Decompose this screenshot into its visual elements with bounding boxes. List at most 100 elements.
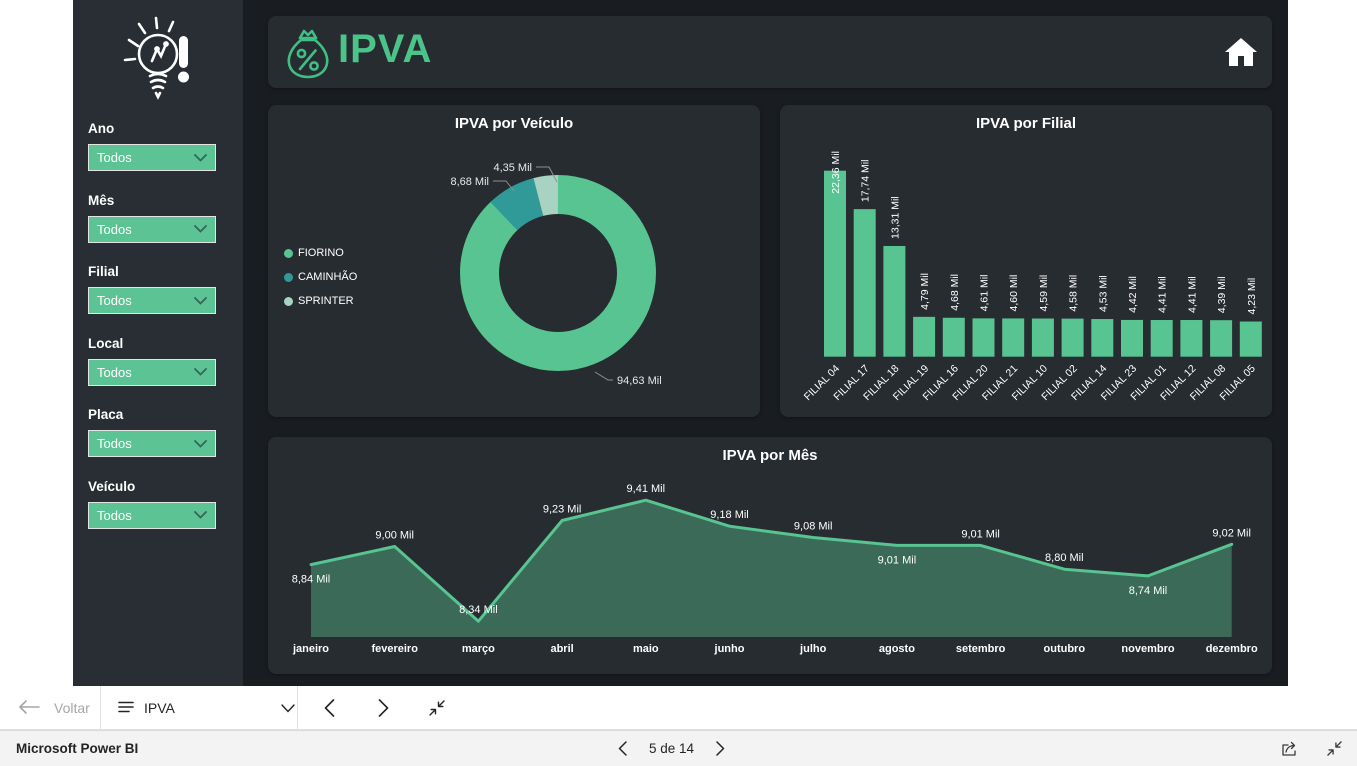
area-chart-card: IPVA por Mês 8,84 Mil janeiro 9,00 Mil feve…: [268, 437, 1272, 674]
filter-panel: Ano Todos Mês Todos Filial Todos Local Todos Pla…: [73, 0, 243, 686]
share-icon[interactable]: [1281, 740, 1300, 757]
area-value-label: 9,02 Mil: [1212, 527, 1251, 539]
idea-lightbulb-icon: [111, 8, 211, 108]
bar-filial-10[interactable]: [1031, 318, 1054, 357]
donut-chart-card: IPVA por Veículo FIORINO CAMINHÃO SPRINTER…: [268, 105, 760, 417]
fit-to-page-icon[interactable]: [424, 686, 450, 730]
legend-label: CAMINHÃO: [298, 271, 358, 283]
area-category-label: maio: [633, 643, 659, 655]
area-line[interactable]: [309, 498, 1234, 623]
menu-icon: [118, 700, 134, 716]
bar-value-label: 4,41 Mil: [1186, 276, 1198, 313]
bar-filial-01[interactable]: [1150, 320, 1173, 357]
area-chart[interactable]: 8,84 Mil janeiro 9,00 Mil fevereiro 8,34 Mil…: [268, 437, 1272, 674]
legend-dot: [284, 296, 293, 306]
back-label: Voltar: [54, 700, 90, 716]
bar-value-label: 4,68 Mil: [949, 274, 961, 311]
donut-data-label: 8,68 Mil: [450, 176, 489, 188]
area-value-label: 9,41 Mil: [627, 483, 666, 495]
donut-slice-caminhão[interactable]: [447, 162, 669, 384]
donut-chart-title: IPVA por Veículo: [454, 115, 574, 132]
bar-filial-14[interactable]: [1091, 319, 1114, 357]
filter-label: Local: [88, 335, 124, 351]
area-category-label: março: [462, 643, 495, 655]
powerbi-status-bar: Microsoft Power BI 5 de 14: [0, 730, 1357, 766]
dropdown-value: Todos: [97, 221, 132, 237]
bar-value-label: 4,53 Mil: [1097, 275, 1109, 312]
page-selector[interactable]: IPVA: [118, 686, 295, 730]
filter-dropdown-ano[interactable]: Todos: [88, 144, 216, 171]
bar-filial-19[interactable]: [913, 316, 936, 357]
report-nav-bar: Voltar IPVA: [0, 686, 1357, 730]
area-value-label: 8,84 Mil: [292, 574, 331, 586]
legend-item-sprinter[interactable]: SPRINTER: [284, 289, 357, 313]
back-button[interactable]: Voltar: [18, 686, 90, 730]
label-leader-line: [536, 166, 558, 183]
bar-filial-23[interactable]: [1121, 319, 1143, 357]
area-category-label: fevereiro: [371, 643, 418, 655]
filter-ano: Ano Todos: [88, 121, 228, 171]
bar-value-label: 4,59 Mil: [1038, 275, 1050, 312]
bar-filial-05[interactable]: [1239, 321, 1262, 357]
area-value-label: 8,80 Mil: [1045, 552, 1084, 564]
bar-value-label: 13,31 Mil: [889, 196, 901, 239]
chevron-down-icon: [194, 153, 207, 162]
area-category-label: julho: [799, 643, 827, 655]
dropdown-value: Todos: [97, 364, 132, 380]
next-page-button[interactable]: [370, 686, 396, 730]
donut-data-label: 4,35 Mil: [493, 162, 532, 174]
filter-local: Local Todos: [88, 336, 228, 386]
bar-filial-04[interactable]: [824, 170, 846, 357]
bar-filial-12[interactable]: [1180, 320, 1203, 357]
donut-chart[interactable]: 4,35 Mil 8,68 Mil 94,63 Mil: [268, 105, 760, 417]
legend-item-caminhão[interactable]: CAMINHÃO: [284, 265, 357, 289]
chevron-down-icon: [194, 225, 207, 233]
dropdown-value: Todos: [97, 436, 132, 451]
area-category-label: abril: [550, 643, 573, 655]
filter-dropdown-veículo[interactable]: Todos: [88, 501, 216, 529]
bar-filial-08[interactable]: [1210, 320, 1233, 357]
bar-filial-17[interactable]: [853, 209, 876, 357]
chevron-down-icon: [194, 511, 207, 519]
filter-dropdown-mês[interactable]: Todos: [88, 215, 216, 243]
donut-legend: FIORINO CAMINHÃO SPRINTER: [284, 241, 357, 313]
donut-slice-fiorino[interactable]: [460, 175, 656, 371]
filter-dropdown-filial[interactable]: Todos: [88, 287, 216, 314]
area-category-label: outubro: [1044, 643, 1086, 655]
filter-dropdown-placa[interactable]: Todos: [88, 430, 216, 457]
bar-filial-21[interactable]: [1002, 318, 1025, 357]
report-title-card: IPVA: [268, 16, 1272, 88]
area-category-label: dezembro: [1206, 643, 1258, 655]
bar-chart-card: IPVA por Filial 22,36 Mil FILIAL 04 17,74 …: [780, 105, 1272, 417]
filter-dropdown-local[interactable]: Todos: [88, 358, 216, 386]
area-category-label: setembro: [956, 643, 1006, 655]
chevron-down-icon: [194, 296, 207, 305]
legend-label: SPRINTER: [298, 295, 354, 307]
bar-value-label: 4,61 Mil: [979, 275, 991, 312]
left-arrow-icon: [18, 699, 40, 717]
page-title: IPVA: [338, 27, 433, 71]
bar-value-label: 4,58 Mil: [1068, 275, 1080, 312]
filter-label: Veículo: [88, 478, 136, 494]
bar-filial-18[interactable]: [883, 245, 906, 357]
chevron-down-icon: [281, 700, 295, 716]
chevron-right-icon[interactable]: [716, 741, 725, 756]
area-category-label: junho: [714, 643, 745, 655]
bar-filial-02[interactable]: [1061, 318, 1084, 357]
bar-filial-16[interactable]: [942, 317, 965, 357]
filter-mês: Mês Todos: [88, 193, 228, 243]
bar-chart-title: IPVA por Filial: [975, 115, 1076, 132]
legend-item-fiorino[interactable]: FIORINO: [284, 241, 357, 265]
area-value-label: 9,23 Mil: [543, 504, 582, 516]
area-value-label: 9,01 Mil: [878, 554, 917, 566]
previous-page-button[interactable]: [316, 686, 342, 730]
bar-filial-20[interactable]: [972, 318, 995, 357]
area-category-label: janeiro: [292, 643, 329, 655]
label-leader-line: [594, 371, 613, 381]
page-indicator: 5 de 14: [649, 741, 695, 756]
home-icon[interactable]: [1224, 36, 1258, 68]
area-value-label: 9,01 Mil: [961, 528, 1000, 540]
chevron-left-icon[interactable]: [618, 741, 627, 756]
fit-to-page-icon[interactable]: [1326, 740, 1343, 757]
